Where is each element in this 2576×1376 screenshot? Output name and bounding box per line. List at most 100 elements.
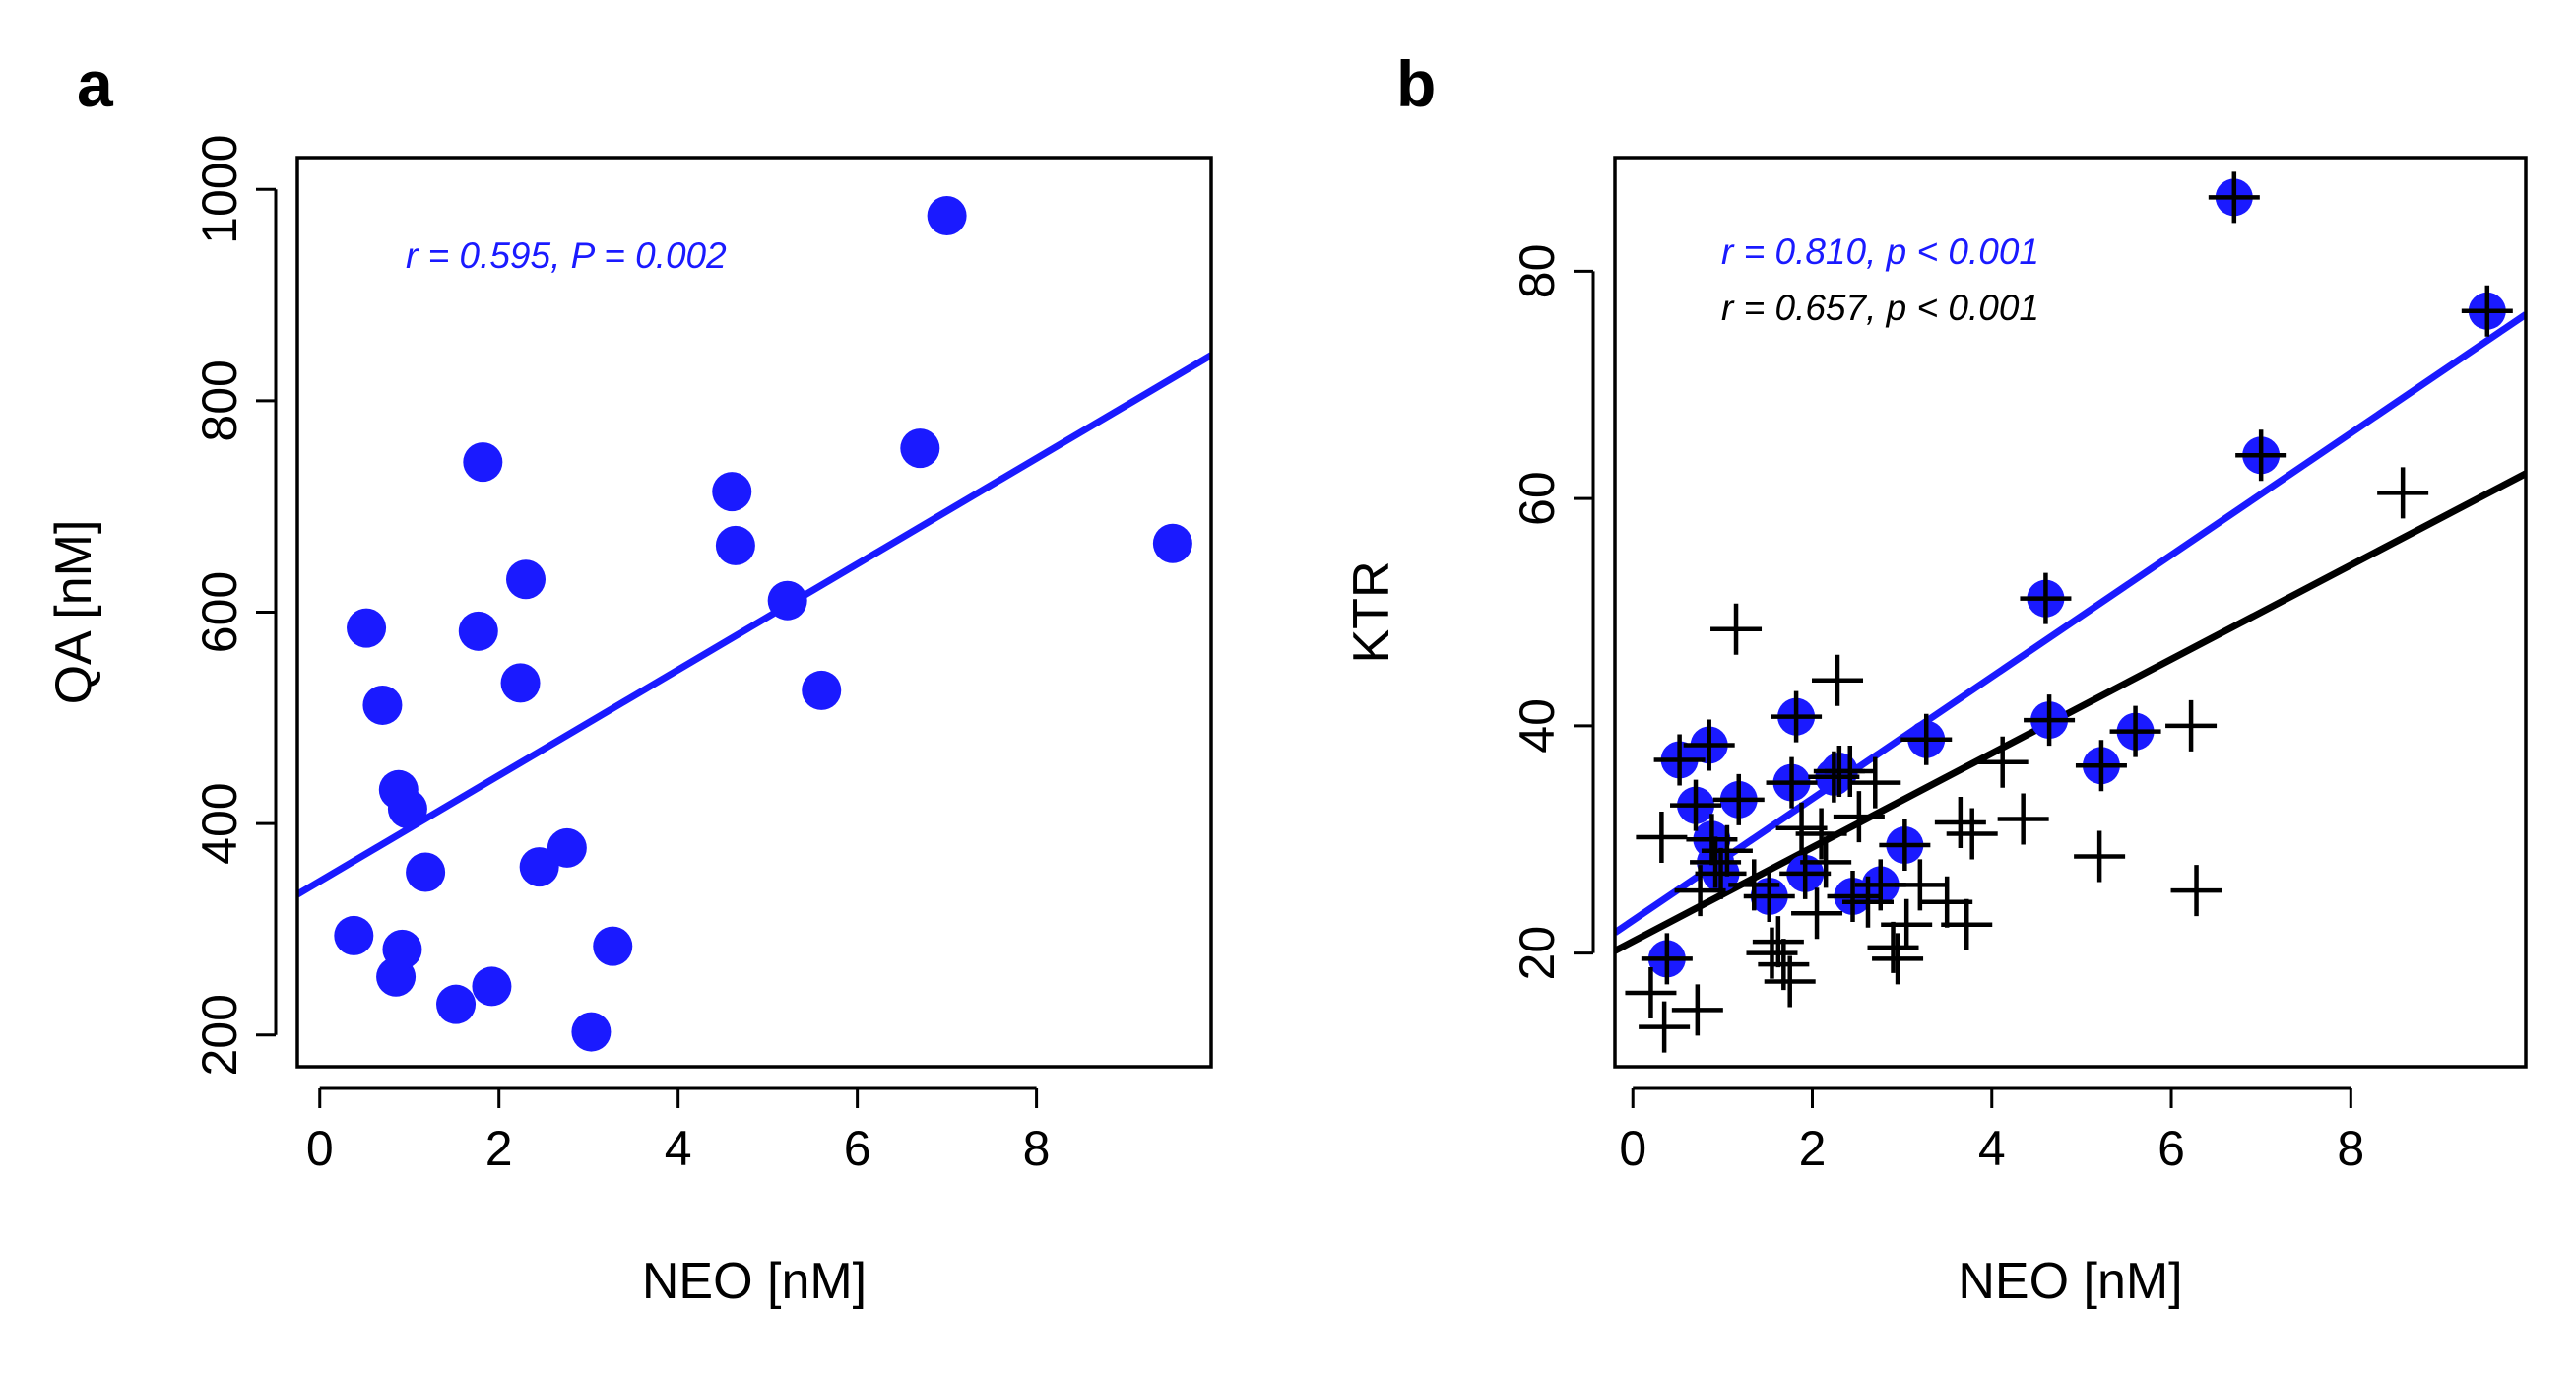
data-point xyxy=(2208,171,2260,224)
y-tick-label: 600 xyxy=(192,571,247,653)
data-point xyxy=(1976,736,2029,788)
data-point xyxy=(2377,467,2429,519)
data-point xyxy=(463,442,503,483)
data-point xyxy=(1800,836,1852,888)
data-point xyxy=(2075,740,2127,792)
plot-frame xyxy=(295,156,1213,1069)
y-tick-label: 1000 xyxy=(192,135,247,244)
data-series xyxy=(1625,171,2513,1053)
data-point xyxy=(1671,984,1723,1036)
data-series xyxy=(334,196,1192,1052)
data-point xyxy=(547,827,587,868)
data-point xyxy=(1881,898,1933,950)
data-point xyxy=(1872,933,1924,985)
panel-label: b xyxy=(1396,47,1436,120)
data-point xyxy=(2165,699,2218,752)
data-point xyxy=(1779,847,1832,899)
y-tick-label: 400 xyxy=(192,782,247,864)
data-point xyxy=(362,685,403,725)
regression-lines xyxy=(297,352,1211,898)
y-tick-label: 80 xyxy=(1510,244,1565,299)
data-point xyxy=(2109,705,2161,757)
data-point xyxy=(1636,811,1688,863)
panel-a: a 0 2 4 6 8 200 400 600 800 1000 NEO [nM] QA [nM] r =… xyxy=(45,47,1213,1310)
data-point xyxy=(1879,819,1931,872)
data-point xyxy=(712,472,752,512)
data-point xyxy=(1775,802,1828,854)
data-point xyxy=(1710,603,1763,655)
correlation-annotation: r = 0.810, p < 0.001 xyxy=(1721,231,2039,272)
data-point xyxy=(1674,865,1726,917)
data-point xyxy=(382,929,422,969)
data-point xyxy=(436,984,477,1024)
data-point xyxy=(900,428,940,469)
data-point xyxy=(2461,285,2513,337)
data-point xyxy=(1683,719,1735,771)
data-point xyxy=(519,847,559,887)
regression-lines xyxy=(1615,311,2526,954)
x-tick-label: 2 xyxy=(1799,1121,1827,1176)
x-tick-label: 6 xyxy=(844,1121,871,1176)
y-tick-label: 60 xyxy=(1510,471,1565,526)
x-axis-title: NEO [nM] xyxy=(642,1253,867,1310)
data-point xyxy=(1946,808,1998,860)
data-point xyxy=(506,559,546,600)
x-tick-label: 8 xyxy=(2337,1121,2364,1176)
data-point xyxy=(1812,654,1864,706)
data-point xyxy=(472,966,512,1007)
data-point xyxy=(1842,876,1894,928)
data-point xyxy=(2170,865,2222,917)
plot-frame xyxy=(1613,156,2528,1069)
data-point xyxy=(1728,859,1780,911)
data-point xyxy=(1791,887,1843,940)
x-tick-label: 0 xyxy=(1619,1121,1646,1176)
y-axis-title: QA [nM] xyxy=(45,520,102,705)
data-point xyxy=(1849,756,1901,809)
data-point xyxy=(802,670,842,710)
data-point xyxy=(767,580,807,621)
correlation-annotation: r = 0.595, P = 0.002 xyxy=(406,235,727,276)
regression-line xyxy=(297,352,1211,898)
x-tick-label: 4 xyxy=(1978,1121,2006,1176)
data-point xyxy=(1941,898,1993,950)
data-point xyxy=(1771,690,1823,743)
data-point xyxy=(1625,967,1677,1019)
data-point xyxy=(1894,859,1946,911)
data-point xyxy=(1746,927,1798,979)
data-point xyxy=(1900,713,1953,765)
data-point xyxy=(2074,830,2126,883)
data-point xyxy=(1712,773,1765,825)
data-point xyxy=(927,196,967,236)
regression-line xyxy=(1615,311,2526,936)
data-point xyxy=(2020,572,2072,624)
x-tick-label: 6 xyxy=(2157,1121,2185,1176)
data-point xyxy=(347,608,387,648)
data-point xyxy=(1795,808,1847,860)
data-point xyxy=(1764,955,1816,1008)
data-point xyxy=(500,663,541,703)
x-tick-label: 8 xyxy=(1023,1121,1051,1176)
data-point xyxy=(1934,796,1986,848)
regression-line xyxy=(1615,470,2526,954)
data-point xyxy=(387,789,427,829)
data-point xyxy=(1670,779,1722,831)
data-point xyxy=(2235,429,2287,482)
data-point xyxy=(1639,1001,1691,1053)
y-tick-label: 20 xyxy=(1510,926,1565,981)
x-tick-label: 2 xyxy=(485,1121,513,1176)
data-point xyxy=(571,1012,612,1052)
data-point xyxy=(1701,824,1753,877)
data-point xyxy=(1766,756,1818,809)
y-tick-label: 40 xyxy=(1510,698,1565,754)
data-point xyxy=(1152,523,1192,563)
y-axis-title: KTR xyxy=(1343,561,1400,664)
data-point xyxy=(406,852,446,892)
data-point xyxy=(1690,836,1742,888)
data-point xyxy=(715,525,755,565)
data-point xyxy=(1833,791,1885,843)
data-point xyxy=(1997,793,2049,845)
data-point xyxy=(334,915,374,955)
data-point xyxy=(1752,916,1804,968)
